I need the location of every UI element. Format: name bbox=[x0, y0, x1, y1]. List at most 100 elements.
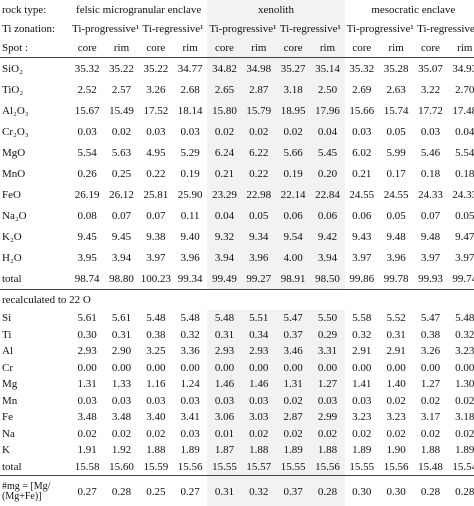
value-cell: 5.48 bbox=[146, 312, 166, 325]
value-cell: 99.34 bbox=[177, 272, 203, 285]
value-cell: 0.03 bbox=[352, 394, 372, 407]
value-cell: 99.93 bbox=[418, 272, 443, 285]
value-cell: 0.20 bbox=[310, 163, 345, 184]
value-cell: 22.98 bbox=[241, 184, 276, 205]
value-cell: 9.45 bbox=[111, 230, 132, 243]
section-row: recalculated to 22 O bbox=[0, 289, 474, 310]
value-cell: 0.08 bbox=[77, 209, 97, 222]
row-label: TiO₂ bbox=[2, 83, 24, 96]
value-cell: 0.03 bbox=[146, 394, 166, 407]
value-cell: 0.05 bbox=[386, 125, 406, 138]
value-cell: 35.27 bbox=[275, 57, 311, 79]
value-cell: 0.07 bbox=[146, 209, 166, 222]
value-cell: 0.31 bbox=[386, 328, 406, 341]
row-label: Spot : bbox=[0, 38, 70, 58]
element-row: Al 2.93 2.90 3.25 3.36 2.93 2.93 3.46 3.31 2.91 2.… bbox=[0, 343, 474, 360]
value-cell: 15.57 bbox=[241, 458, 276, 476]
value-cell: 0.00 bbox=[310, 359, 345, 376]
value-cell: 0.02 bbox=[455, 394, 474, 407]
value-cell: 98.74 bbox=[74, 272, 100, 285]
value-cell: 0.11 bbox=[180, 209, 200, 222]
value-cell: 35.28 bbox=[383, 62, 409, 75]
value-cell: 0.02 bbox=[77, 427, 97, 440]
value-cell: 34.77 bbox=[177, 62, 203, 75]
value-cell: 0.32 bbox=[352, 328, 372, 341]
value-cell: 1.46 bbox=[241, 376, 276, 393]
value-cell: 35.32 bbox=[349, 62, 375, 75]
value-cell: 3.41 bbox=[180, 411, 200, 424]
row-label: K₂O bbox=[2, 230, 22, 243]
value-cell: 0.28 bbox=[310, 475, 345, 506]
value-cell: 3.31 bbox=[310, 343, 345, 360]
value-cell: 1.41 bbox=[352, 378, 372, 391]
oxide-row: Cr₂O₃ 0.03 0.02 0.03 0.03 0.02 0.02 0.02 0.04 0.0… bbox=[0, 121, 474, 142]
value-cell: 99.27 bbox=[241, 268, 276, 290]
column-header: rim bbox=[310, 38, 345, 58]
value-cell: 1.30 bbox=[455, 378, 474, 391]
column-header: core bbox=[275, 38, 311, 58]
zonation-row: Ti zonation: Ti-progressive¹ Ti-regressive… bbox=[0, 19, 474, 38]
value-cell: 1.46 bbox=[207, 376, 242, 393]
value-cell: 5.29 bbox=[180, 146, 200, 159]
value-cell: 3.03 bbox=[241, 409, 276, 426]
value-cell: 0.26 bbox=[77, 167, 97, 180]
value-cell: 1.27 bbox=[310, 376, 345, 393]
value-cell: 3.96 bbox=[241, 247, 276, 268]
oxide-row: SiO₂ 35.32 35.22 35.22 34.77 34.82 34.98 35.27 3… bbox=[0, 57, 474, 79]
value-cell: 35.32 bbox=[74, 62, 100, 75]
oxide-row: TiO₂ 2.52 2.57 3.26 2.68 2.65 2.87 3.18 2.50 2.69… bbox=[0, 79, 474, 100]
value-cell: 3.17 bbox=[420, 411, 441, 424]
value-cell: 6.02 bbox=[352, 146, 372, 159]
column-group-header: xenolith bbox=[207, 0, 345, 19]
row-label: Al bbox=[2, 345, 13, 358]
value-cell: 1.89 bbox=[275, 442, 311, 459]
value-cell: 0.04 bbox=[310, 121, 345, 142]
value-cell: 35.22 bbox=[143, 62, 169, 75]
value-cell: 15.56 bbox=[310, 458, 345, 476]
value-cell: 0.32 bbox=[241, 475, 276, 506]
value-cell: 0.32 bbox=[455, 328, 474, 341]
value-cell: 0.27 bbox=[172, 475, 208, 506]
value-cell: 0.27 bbox=[70, 475, 105, 506]
value-cell: 3.97 bbox=[420, 251, 441, 264]
value-cell: 6.22 bbox=[241, 142, 276, 163]
value-cell: 0.02 bbox=[275, 121, 311, 142]
value-cell: 0.31 bbox=[207, 475, 242, 506]
value-cell: 6.24 bbox=[207, 142, 242, 163]
value-cell: 3.46 bbox=[275, 343, 311, 360]
value-cell: 1.89 bbox=[352, 444, 372, 457]
value-cell: 15.56 bbox=[383, 460, 409, 473]
spot-row: Spot : core rim core rim core rim core rim core ri… bbox=[0, 38, 474, 58]
value-cell: 5.45 bbox=[310, 142, 345, 163]
column-subheader: Ti-regressive¹ bbox=[142, 22, 204, 35]
value-cell: 0.37 bbox=[275, 475, 311, 506]
value-cell: 5.47 bbox=[275, 310, 311, 327]
value-cell: 0.31 bbox=[111, 328, 132, 341]
value-cell: 9.32 bbox=[207, 226, 242, 247]
value-cell: 3.23 bbox=[386, 411, 406, 424]
row-label: FeO bbox=[2, 188, 21, 201]
value-cell: 3.23 bbox=[455, 345, 474, 358]
row-label: Mg bbox=[2, 378, 18, 391]
value-cell: 1.87 bbox=[207, 442, 242, 459]
value-cell: 0.25 bbox=[111, 167, 132, 180]
value-cell: 4.00 bbox=[275, 247, 311, 268]
section-label: recalculated to 22 O bbox=[0, 289, 474, 310]
value-cell: 3.97 bbox=[352, 251, 372, 264]
value-cell: 15.58 bbox=[74, 460, 100, 473]
value-cell: 2.87 bbox=[275, 409, 311, 426]
row-label: Mn bbox=[2, 394, 18, 407]
value-cell: 3.48 bbox=[111, 411, 132, 424]
value-cell: 17.52 bbox=[143, 104, 169, 117]
value-cell: 3.36 bbox=[180, 345, 200, 358]
value-cell: 0.00 bbox=[386, 361, 406, 374]
row-label: Fe bbox=[2, 411, 13, 424]
value-cell: 0.30 bbox=[378, 475, 414, 506]
value-cell: 24.33 bbox=[452, 188, 474, 201]
value-cell: 0.29 bbox=[310, 326, 345, 343]
value-cell: 3.94 bbox=[111, 251, 132, 264]
element-row: Cr 0.00 0.00 0.00 0.00 0.00 0.00 0.00 0.00 0.00 0.… bbox=[0, 359, 474, 376]
value-cell: 0.02 bbox=[275, 425, 311, 442]
value-cell: 9.38 bbox=[146, 230, 166, 243]
